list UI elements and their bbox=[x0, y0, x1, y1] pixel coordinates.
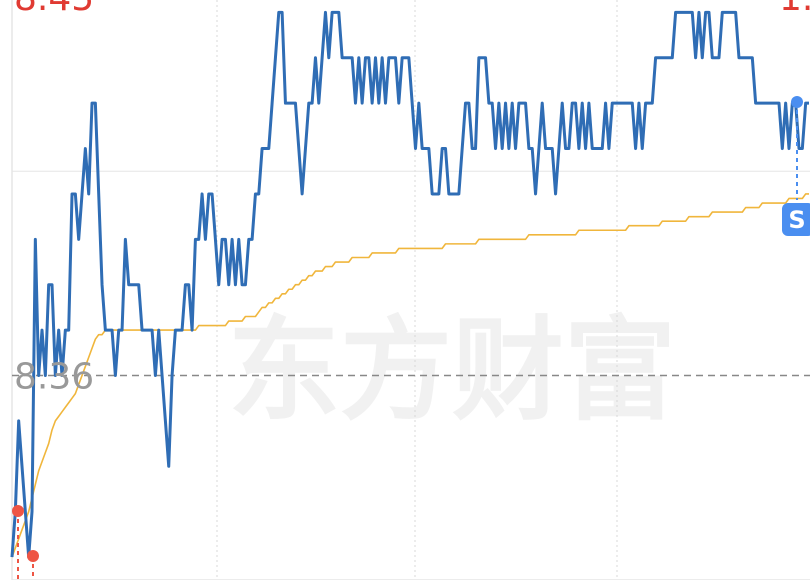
y-tick-label: 8.36 bbox=[14, 357, 94, 398]
lines bbox=[10, 10, 809, 559]
sell-point bbox=[791, 96, 803, 108]
watermark: 东方财富 bbox=[228, 306, 676, 436]
y-tick-label: 8.45 bbox=[14, 0, 94, 19]
price-line bbox=[10, 10, 809, 559]
buy-point bbox=[27, 550, 39, 562]
change-label: 1.08% bbox=[779, 0, 810, 19]
sell-badge-label: S bbox=[788, 206, 805, 234]
buy-point bbox=[12, 505, 24, 517]
grid bbox=[12, 170, 810, 580]
sell-badge bbox=[782, 203, 810, 236]
